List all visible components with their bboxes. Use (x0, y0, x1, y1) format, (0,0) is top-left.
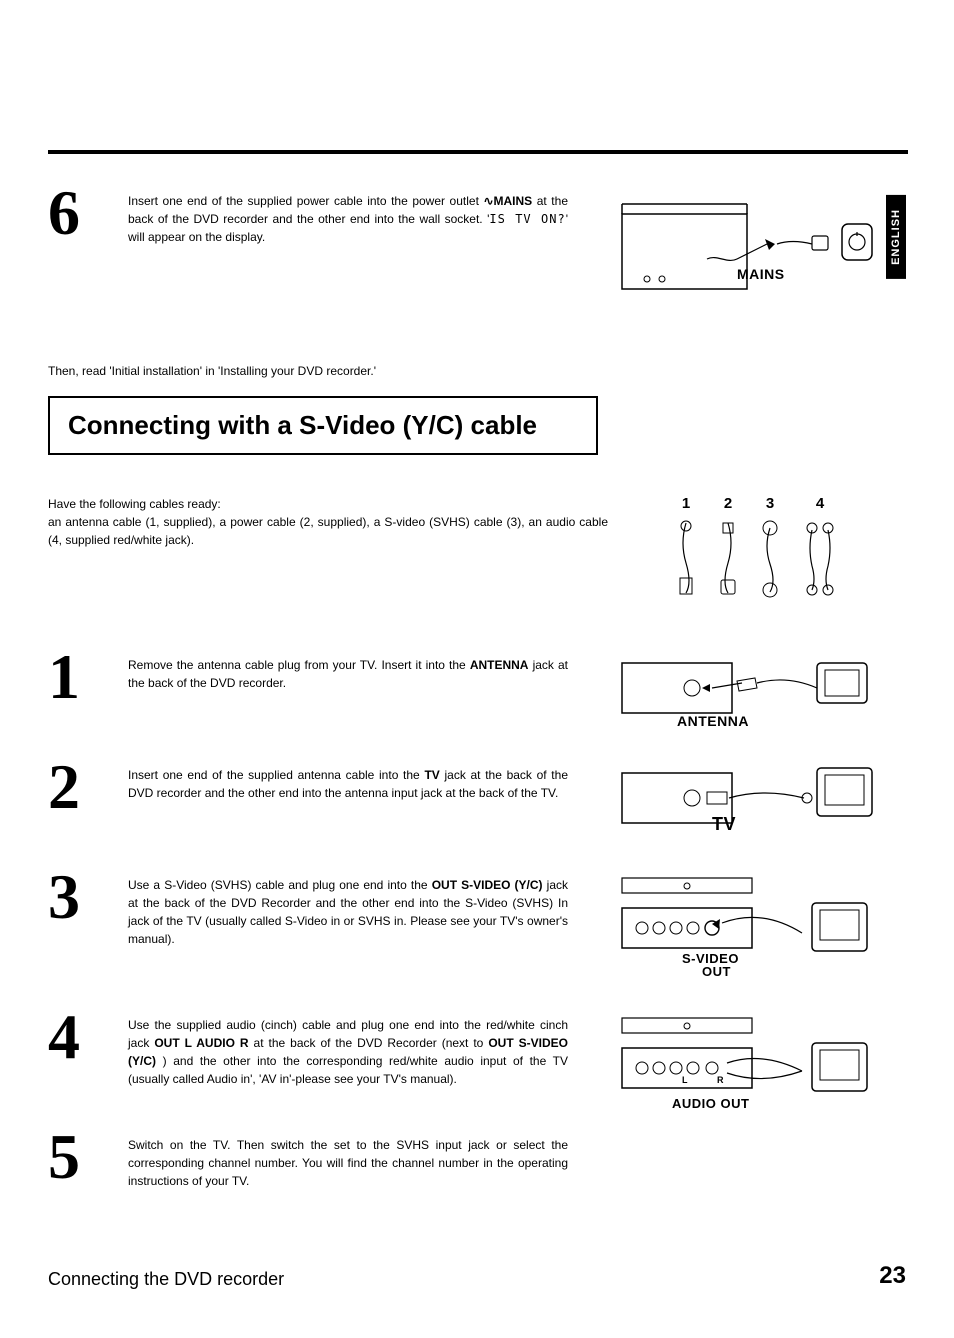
cable-3: 3 (758, 495, 782, 598)
step-text: Insert one end of the supplied antenna c… (128, 758, 568, 802)
step-2: 2 Insert one end of the supplied antenna… (48, 758, 906, 838)
audio-diagram-icon: L R AUDIO OUT (617, 1008, 877, 1118)
cable-num: 3 (758, 495, 782, 512)
cable-2: 2 (716, 495, 740, 598)
section-heading-box: Connecting with a S-Video (Y/C) cable (48, 396, 598, 455)
step-text: Insert one end of the supplied power cab… (128, 184, 568, 246)
intro-text: Have the following cables ready: an ante… (48, 495, 608, 549)
step-figure: TV (568, 758, 906, 838)
section-heading: Connecting with a S-Video (Y/C) cable (68, 410, 578, 441)
svg-text:R: R (717, 1075, 724, 1085)
text: Switch on the TV. Then switch the set to… (128, 1138, 568, 1188)
step-number: 2 (48, 758, 128, 816)
top-rule (48, 150, 908, 154)
page-number: 23 (879, 1262, 906, 1290)
intro-block: Have the following cables ready: an ante… (48, 495, 906, 598)
step-number: 6 (48, 184, 128, 242)
step-text: Use the supplied audio (cinch) cable and… (128, 1008, 568, 1088)
text: Insert one end of the supplied antenna c… (128, 768, 424, 782)
text: Use a S-Video (SVHS) cable and plug one … (128, 878, 432, 892)
tv-diagram-icon: TV (617, 758, 877, 838)
cable-1: 1 (674, 495, 698, 598)
svg-text:L: L (682, 1075, 688, 1085)
text: an antenna cable (1, supplied), a power … (48, 515, 608, 547)
fig-label: ANTENNA (677, 713, 749, 728)
step-1: 1 Remove the antenna cable plug from you… (48, 648, 906, 728)
mains-fig-label: MAINS (737, 266, 785, 282)
step-text: Switch on the TV. Then switch the set to… (128, 1128, 568, 1190)
step-5: 5 Switch on the TV. Then switch the set … (48, 1128, 906, 1190)
bold-label: OUT S-VIDEO (Y/C) (432, 878, 543, 892)
step-3: 3 Use a S-Video (SVHS) cable and plug on… (48, 868, 906, 978)
fig-label-2: OUT (702, 964, 731, 978)
text: Have the following cables ready: (48, 497, 221, 511)
language-tab: ENGLISH (886, 195, 906, 279)
mains-diagram-icon: MAINS (617, 184, 877, 304)
transition-note: Then, read 'Initial installation' in 'In… (48, 364, 906, 378)
display-code: IS TV ON? (489, 212, 565, 226)
svideo-diagram-icon: S-VIDEO OUT (617, 868, 877, 978)
text: at the back of the DVD Recorder (next to (254, 1036, 489, 1050)
audio-cable-icon (800, 518, 840, 598)
step-number: 5 (48, 1128, 128, 1186)
bold-label: ANTENNA (470, 658, 529, 672)
fig-label: AUDIO OUT (672, 1096, 749, 1111)
step-number: 3 (48, 868, 128, 926)
step-figure: ANTENNA (568, 648, 906, 728)
step-4: 4 Use the supplied audio (cinch) cable a… (48, 1008, 906, 1118)
step-figure: S-VIDEO OUT (568, 868, 906, 978)
bold-label: OUT L AUDIO R (154, 1036, 248, 1050)
text: Remove the antenna cable plug from your … (128, 658, 470, 672)
page-footer: Connecting the DVD recorder 23 (48, 1262, 906, 1290)
step-number: 4 (48, 1008, 128, 1066)
step-number: 1 (48, 648, 128, 706)
cable-4: 4 (800, 495, 840, 598)
step-6: 6 Insert one end of the supplied power c… (48, 184, 906, 304)
antenna-cable-icon (674, 518, 698, 598)
antenna-diagram-icon: ANTENNA (617, 648, 877, 728)
cable-num: 2 (716, 495, 740, 512)
cable-num: 1 (674, 495, 698, 512)
cables-figure: 1 2 3 4 (608, 495, 906, 598)
power-cable-icon (716, 518, 740, 598)
svideo-cable-icon (758, 518, 782, 598)
text: Insert one end of the supplied power cab… (128, 194, 483, 208)
bold-label: TV (424, 768, 439, 782)
step-text: Remove the antenna cable plug from your … (128, 648, 568, 692)
text: ) and the other into the corresponding r… (128, 1054, 568, 1086)
step-figure: L R AUDIO OUT (568, 1008, 906, 1118)
footer-section-title: Connecting the DVD recorder (48, 1269, 284, 1290)
cable-num: 4 (800, 495, 840, 512)
step-text: Use a S-Video (SVHS) cable and plug one … (128, 868, 568, 948)
mains-label: MAINS (494, 194, 533, 208)
step-figure: MAINS (568, 184, 906, 304)
mains-symbol: ∿ (483, 194, 493, 208)
fig-label: TV (712, 814, 736, 834)
